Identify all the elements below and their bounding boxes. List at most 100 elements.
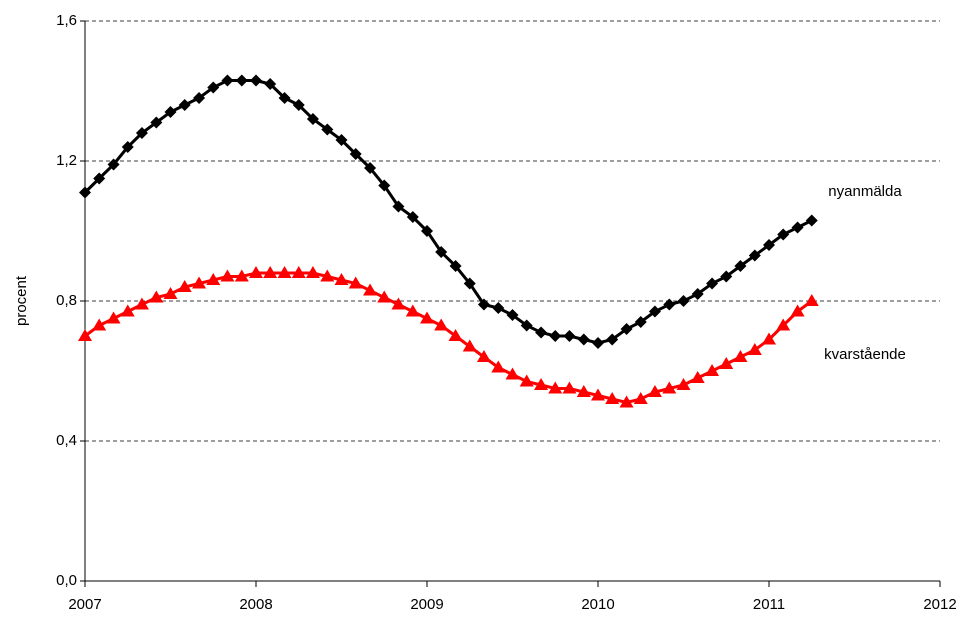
marker [633,392,648,404]
marker [250,74,262,87]
marker [519,374,534,387]
marker [691,288,704,300]
marker [791,221,804,234]
marker [135,127,148,139]
marker [606,333,619,346]
y-tick-label: 1,2 [56,152,77,169]
marker [121,141,134,153]
marker [662,381,677,394]
marker [548,381,563,394]
marker [804,294,819,306]
annotation: kvarstående [824,346,906,363]
marker [163,287,178,299]
marker [348,276,363,289]
marker [235,74,248,87]
marker [491,360,506,373]
marker [776,318,791,331]
marker [648,305,661,318]
x-tick-label: 2007 [68,596,101,613]
marker [463,277,476,290]
marker [206,273,221,285]
marker [477,298,490,311]
marker [777,228,790,241]
marker [334,273,349,285]
marker [349,148,362,160]
marker [120,304,135,317]
marker [150,116,163,129]
marker [192,276,207,289]
marker [278,92,291,104]
marker [690,371,705,383]
marker [264,78,277,90]
marker [391,297,406,310]
y-tick-label: 0,4 [56,432,77,449]
marker [177,280,192,292]
marker [321,123,334,136]
marker [592,337,604,349]
marker [92,318,107,331]
marker [462,339,477,352]
marker [292,99,305,111]
marker [647,385,662,397]
marker [634,316,647,328]
marker [591,388,605,401]
x-tick-label: 2009 [410,596,443,613]
marker [705,364,720,376]
marker [178,99,191,111]
marker [492,302,505,314]
marker [620,323,633,335]
marker [93,172,106,185]
series-line [83,79,813,345]
marker [576,385,591,397]
marker [534,378,549,390]
marker [619,395,634,408]
marker [421,225,433,237]
marker [106,311,121,324]
marker [805,214,818,227]
marker [563,330,576,342]
marker [734,260,747,272]
marker [378,179,391,192]
series-line [84,271,813,405]
marker [763,239,775,251]
x-tick-label: 2008 [239,596,272,613]
marker [220,269,235,282]
marker [762,332,776,345]
marker [733,350,748,362]
marker [221,74,234,87]
marker [263,266,278,278]
marker [193,92,206,104]
marker [364,162,377,174]
marker [520,319,533,332]
marker [577,333,590,346]
marker [249,266,263,278]
marker [663,298,676,311]
marker [79,186,91,199]
marker [277,266,292,278]
marker [434,318,449,331]
y-axis-label: procent [13,275,30,326]
marker [748,249,761,262]
marker [549,330,562,342]
marker [405,304,420,317]
marker [335,134,348,146]
marker [676,378,691,390]
marker [719,357,734,369]
marker [506,309,519,321]
marker [363,283,378,296]
marker [505,367,520,380]
marker [291,266,306,278]
y-tick-label: 0,8 [56,292,77,309]
marker [406,211,419,223]
x-tick-label: 2012 [923,596,956,613]
marker [377,290,392,303]
marker [790,304,805,317]
marker [392,200,405,213]
marker [207,81,220,94]
marker [476,350,491,362]
marker [435,246,448,258]
x-tick-label: 2010 [581,596,614,613]
marker [420,311,434,324]
marker [164,106,177,118]
